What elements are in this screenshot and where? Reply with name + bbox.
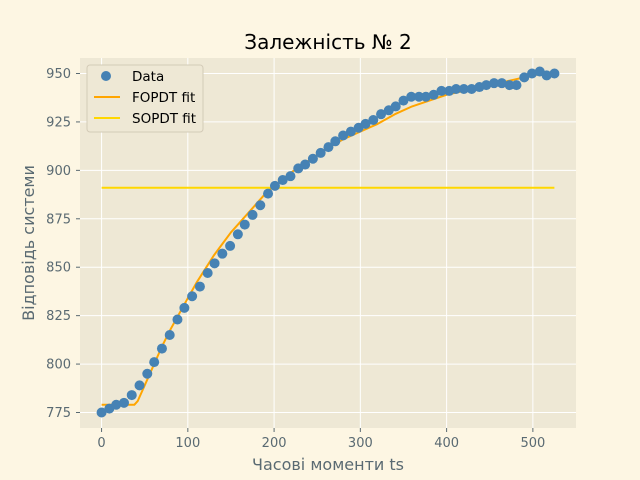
data-point [194,281,205,292]
legend: Data FOPDT fit SOPDT fit [86,64,204,133]
y-tick-label: 825 [46,309,71,324]
x-tick-label: 200 [262,436,287,451]
data-point [172,314,183,325]
data-point [519,72,530,83]
data-point [368,114,379,125]
x-tick-label: 300 [348,436,373,451]
data-point [111,399,122,410]
data-point [187,291,198,302]
data-point [156,343,167,354]
data-point [398,95,409,106]
data-point [209,258,220,269]
data-point [126,390,137,401]
data-point [345,126,356,137]
data-point [217,248,228,259]
data-point [489,78,500,89]
data-point [360,118,371,129]
data-point [376,109,387,120]
data-point [179,302,190,313]
data-point [451,83,462,94]
data-point [323,142,334,153]
data-point [96,407,107,418]
y-tick-label: 775 [46,406,71,421]
data-point [134,380,145,391]
data-point [202,268,213,279]
data-point [436,85,447,96]
data-point [428,89,439,100]
data-point [406,91,417,102]
y-tick-label: 950 [46,67,71,82]
y-tick-label: 850 [46,261,71,276]
legend-marker-data [101,71,111,81]
y-axis-label: Відповідь системи [19,165,38,321]
x-tick-label: 400 [434,436,459,451]
data-point [511,80,522,91]
x-tick-label: 100 [175,436,200,451]
legend-label-sopdt: SOPDT fit [132,111,196,127]
data-point [330,136,341,147]
data-point [263,188,274,199]
data-point [277,175,288,186]
data-point [496,78,507,89]
data-point [285,171,296,182]
data-point [255,200,266,211]
data-point [504,80,515,91]
legend-label-data: Data [132,69,164,85]
gridlines [80,58,576,428]
y-tick-label: 900 [46,164,71,179]
y-axis-ticks: 775 800 825 850 875 900 925 950 [46,67,80,421]
data-point [300,159,311,170]
x-tick-label: 0 [97,436,105,451]
data-point [466,83,477,94]
data-point [458,83,469,94]
data-point [527,68,538,79]
data-point [390,101,401,112]
data-point [414,91,425,102]
data-point [142,368,153,379]
y-tick-label: 925 [46,115,71,130]
series-line-fopdt-fit [101,70,555,406]
data-point [338,130,349,141]
data-point [164,330,175,341]
x-tick-label: 500 [520,436,545,451]
data-point [269,180,280,191]
data-point [239,219,250,230]
y-tick-label: 800 [46,358,71,373]
data-point [315,147,326,158]
x-axis-label: Часові моменти ts [252,455,404,474]
data-point [541,70,552,81]
data-point [118,397,129,408]
data-point [549,68,560,79]
series-layer [96,66,560,418]
data-point [420,91,431,102]
data-point [225,240,236,251]
y-tick-label: 875 [46,212,71,227]
data-point [232,229,243,240]
x-axis-ticks: 0 100 200 300 400 500 [97,428,545,451]
data-point [481,80,492,91]
data-point [307,153,318,164]
data-point [247,209,258,220]
chart-title: Залежність № 2 [244,30,412,54]
legend-label-fopdt: FOPDT fit [132,90,195,106]
legend-box [86,64,204,133]
data-point [149,357,160,368]
